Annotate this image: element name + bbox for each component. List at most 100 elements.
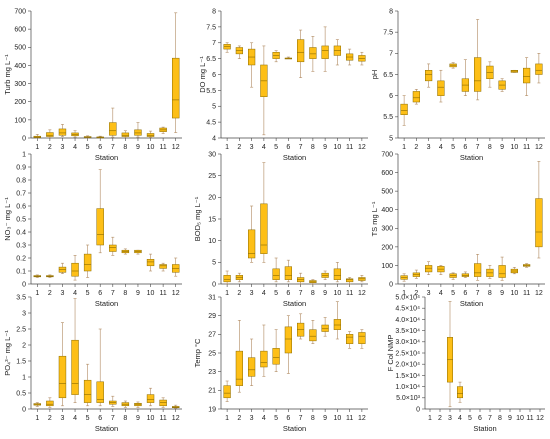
y-tick-label: 0.9	[16, 164, 26, 171]
x-axis-title: Station	[95, 153, 118, 162]
x-tick-label: 6	[98, 415, 102, 422]
x-tick-label: 4	[73, 144, 77, 151]
box-4	[437, 80, 445, 96]
x-tick-label: 4	[73, 415, 77, 422]
box-2	[235, 350, 243, 386]
box-6	[96, 381, 104, 403]
x-tick-label: 2	[237, 144, 241, 151]
x-tick-label: 8	[123, 290, 127, 297]
x-axis-title: Station	[283, 299, 306, 308]
x-tick-label: 1	[35, 144, 39, 151]
y-tick-label: 7	[212, 40, 216, 47]
x-tick-label: 9	[323, 290, 327, 297]
y-tick-label: 3	[22, 310, 26, 317]
box-4	[260, 350, 268, 368]
x-tick-label: 9	[136, 415, 140, 422]
y-tick-label: 600	[14, 27, 26, 34]
x-tick-label: 12	[172, 144, 180, 151]
x-tick-label: 12	[172, 290, 180, 297]
y-tick-label: 10	[208, 238, 216, 245]
y-axis-title: TS mg L⁻¹	[370, 201, 379, 236]
box-6	[461, 273, 469, 277]
box-7	[474, 57, 482, 92]
chart-panel-2: 44.555.566.577.581 2 3 4 5 6 7 8 9 10 11 12StationD…	[198, 8, 368, 162]
box-12	[358, 55, 366, 62]
x-axis-title: Station	[473, 424, 496, 433]
y-tick-label: 8	[389, 8, 393, 15]
x-tick-label: 3	[61, 415, 65, 422]
y-axis-title: BOD₅ mg L⁻¹	[193, 196, 202, 241]
y-tick-label: 2.0×10⁴	[395, 362, 420, 369]
x-tick-label: 5	[86, 290, 90, 297]
y-tick-label: 100	[381, 263, 393, 270]
x-tick-label: 6	[286, 415, 290, 422]
x-tick-label: 10	[333, 290, 341, 297]
box-11	[159, 264, 167, 269]
box-3	[248, 229, 256, 259]
x-tick-label: 10	[333, 144, 341, 151]
x-tick-label: 12	[172, 415, 180, 422]
x-tick-label: 8	[311, 415, 315, 422]
box-3	[248, 357, 256, 377]
box-9	[321, 324, 329, 332]
x-tick-label: 12	[536, 415, 544, 422]
y-tick-label: 2	[22, 342, 26, 349]
x-tick-label: 10	[510, 290, 518, 297]
x-tick-label: 7	[299, 290, 303, 297]
x-tick-label: 7	[476, 290, 480, 297]
x-tick-label: 2	[237, 290, 241, 297]
x-axis-title: Station	[460, 299, 483, 308]
x-tick-label: 11	[526, 415, 533, 422]
x-tick-label: 4	[458, 415, 462, 422]
y-tick-label: 29	[208, 313, 216, 320]
box-9	[134, 129, 142, 136]
y-tick-label: 1	[22, 151, 26, 158]
y-tick-label: 4.5	[206, 120, 216, 127]
y-tick-label: 0.6	[16, 203, 26, 210]
x-tick-label: 9	[500, 290, 504, 297]
box-12	[535, 63, 543, 75]
box-2	[46, 132, 54, 137]
x-tick-label: 7	[299, 415, 303, 422]
box-1	[223, 385, 231, 399]
x-tick-label: 1	[428, 415, 432, 422]
y-tick-label: 1	[22, 374, 26, 381]
y-tick-label: 25	[208, 350, 216, 357]
x-tick-label: 4	[262, 144, 266, 151]
y-tick-label: 0.7	[16, 190, 26, 197]
y-axis-title: F Col NMP	[386, 335, 395, 372]
y-tick-label: 300	[381, 226, 393, 233]
y-tick-label: 700	[381, 151, 393, 158]
box-3	[58, 128, 67, 136]
x-tick-label: 10	[333, 415, 341, 422]
x-tick-label: 12	[358, 415, 366, 422]
x-tick-label: 9	[136, 144, 140, 151]
box-11	[159, 399, 167, 407]
x-tick-label: 5	[274, 415, 278, 422]
box-9	[498, 265, 506, 278]
y-tick-label: 5.0×10³	[396, 395, 421, 402]
x-tick-label: 6	[286, 144, 290, 151]
x-axis-title: Station	[95, 424, 118, 433]
y-tick-label: 6.5	[383, 72, 393, 79]
y-tick-label: 19	[208, 406, 216, 413]
y-tick-label: 31	[208, 294, 216, 301]
y-tick-label: 6	[389, 93, 393, 100]
box-3	[425, 265, 433, 273]
box-1	[223, 275, 231, 283]
x-tick-label: 11	[346, 290, 353, 297]
x-tick-label: 11	[159, 290, 166, 297]
x-tick-label: 12	[535, 144, 543, 151]
y-tick-label: 4.0×10⁴	[395, 317, 420, 324]
x-tick-label: 6	[478, 415, 482, 422]
x-tick-label: 8	[311, 144, 315, 151]
y-tick-label: 400	[14, 63, 26, 70]
x-tick-label: 6	[463, 144, 467, 151]
y-tick-label: 300	[14, 81, 26, 88]
box-10	[146, 259, 155, 267]
y-axis-title: PO₄³⁻ mg L⁻¹	[3, 330, 12, 376]
box-3	[58, 355, 67, 399]
box-10	[333, 319, 341, 330]
x-tick-label: 4	[262, 415, 266, 422]
